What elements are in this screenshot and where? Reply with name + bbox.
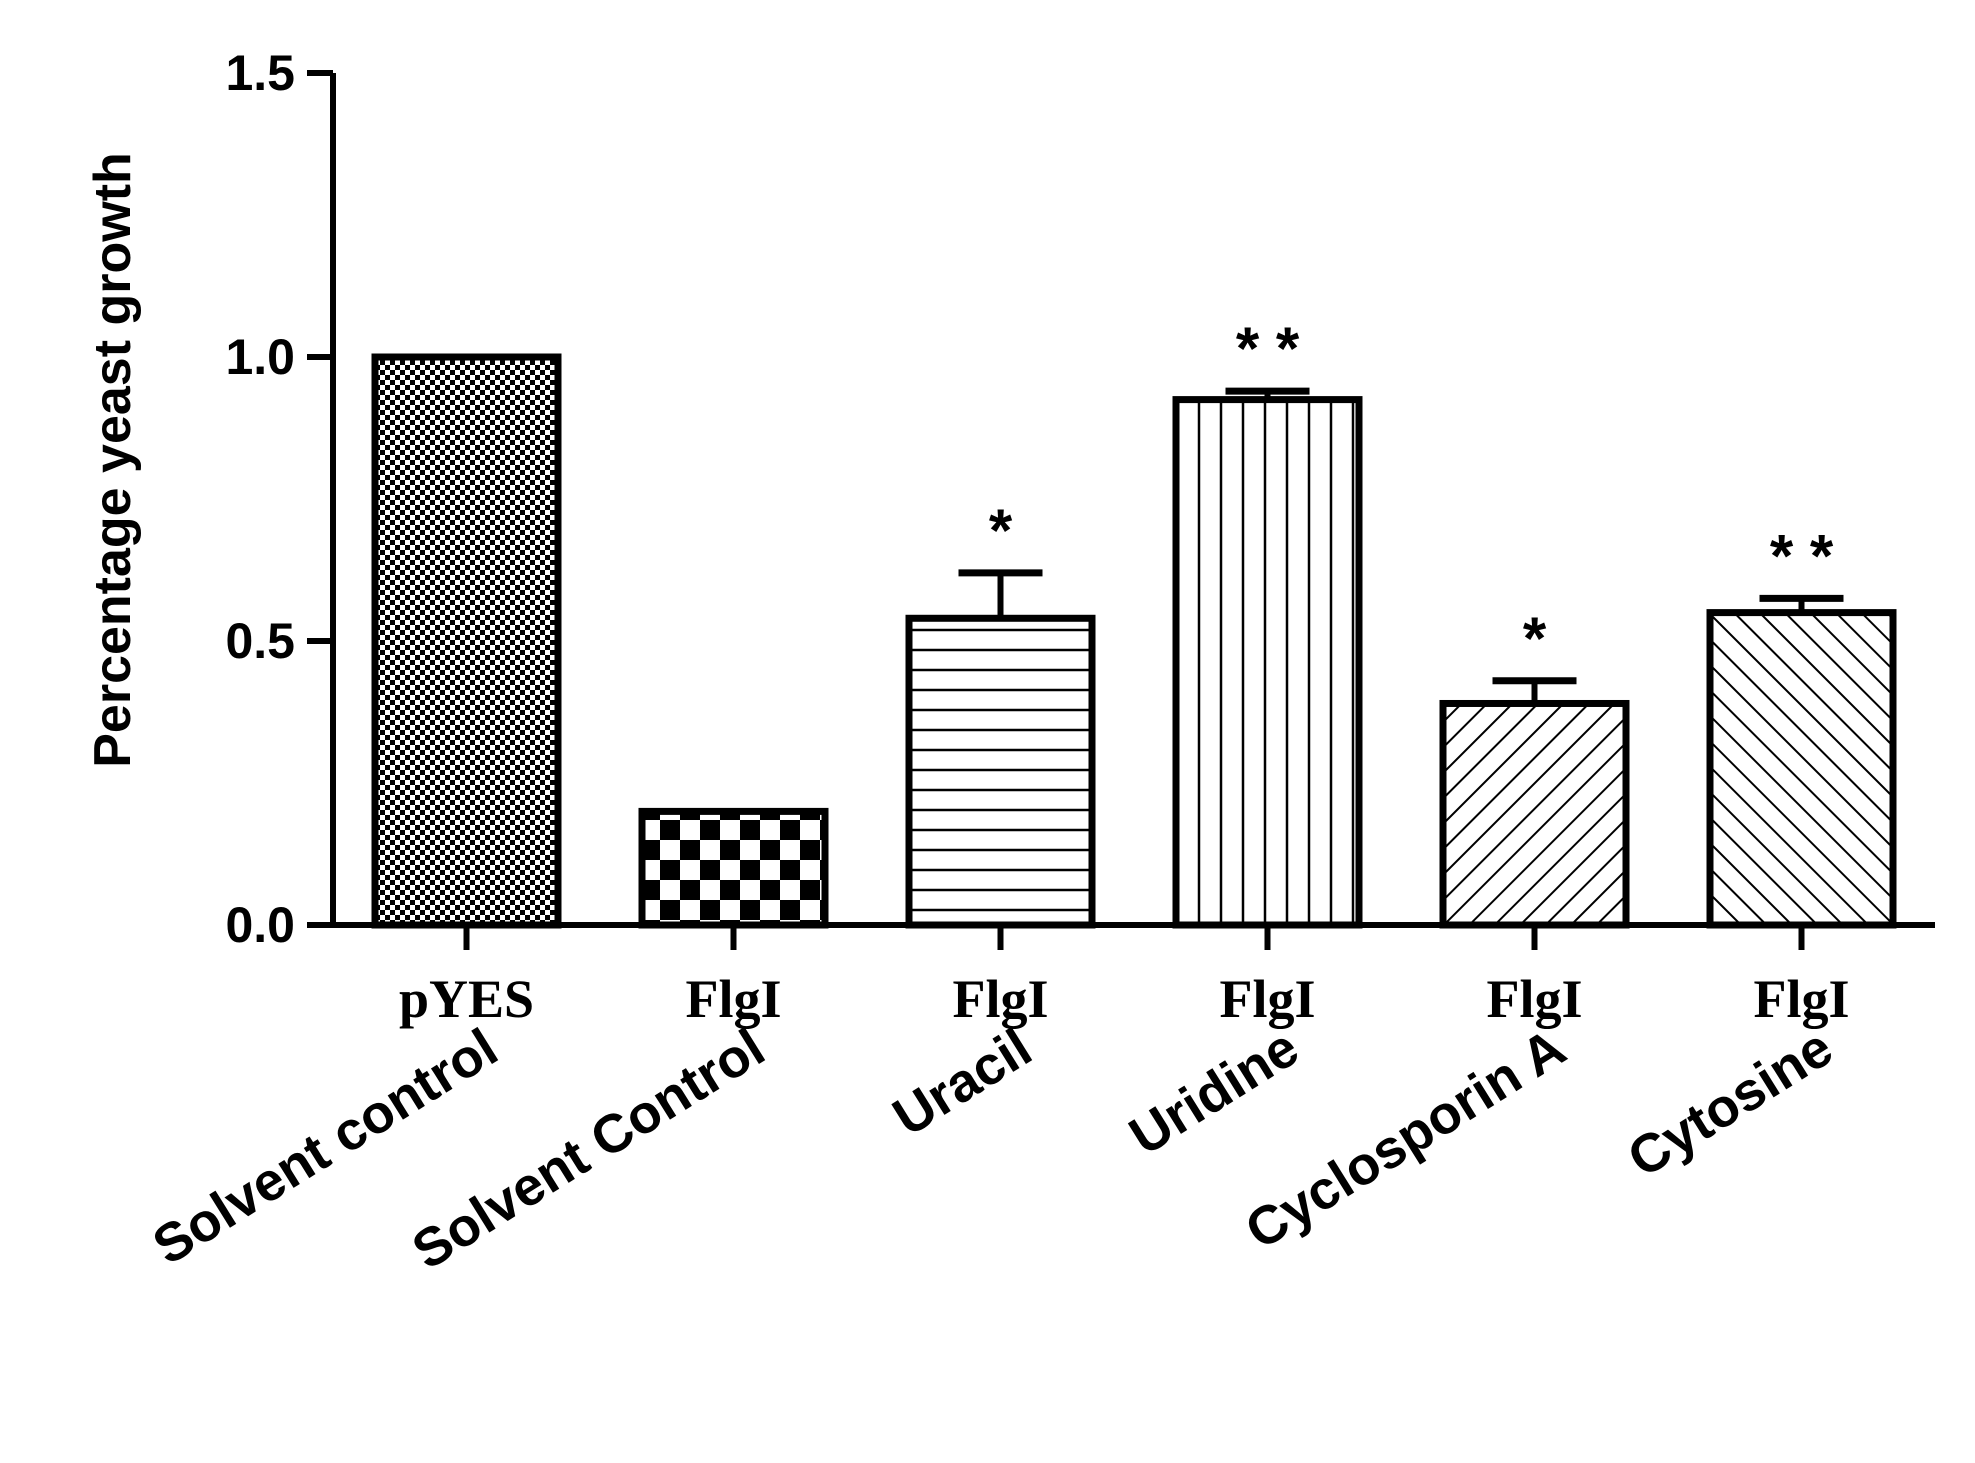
y-axis-label: Percentage yeast growth (84, 152, 142, 768)
bar (1706, 609, 1897, 929)
bar (1439, 699, 1630, 929)
bar (905, 614, 1096, 929)
y-tick-label: 1.0 (225, 329, 295, 385)
bar (371, 353, 562, 929)
bar (1172, 396, 1363, 929)
x-tick-label-line1: FlgI (1753, 969, 1849, 1029)
y-tick-label: 0.0 (225, 897, 295, 953)
significance-label: * (1523, 605, 1547, 672)
significance-label: * * (1236, 315, 1300, 382)
y-axis: 0.0 0.5 1.0 1.5 (225, 45, 336, 953)
y-tick-label: 0.5 (225, 613, 295, 669)
significance-label: * (989, 497, 1013, 564)
x-tick-label-line2: Cytosine (1618, 1017, 1843, 1189)
significance-label: * * (1770, 522, 1834, 589)
x-tick-label-line1: FlgI (1486, 969, 1582, 1029)
x-tick-label-line2: Uridine (1119, 1017, 1309, 1166)
x-tick-label-line1: FlgI (1219, 969, 1315, 1029)
x-tick-label-line2: Uracil (883, 1017, 1042, 1147)
x-tick-label-line1: pYES (399, 969, 534, 1029)
y-tick-label: 1.5 (225, 45, 295, 101)
x-tick-label-line1: FlgI (952, 969, 1048, 1029)
bars: * * * * * * (371, 315, 1897, 929)
x-tick-label-line1: FlgI (685, 969, 781, 1029)
bar (638, 807, 829, 929)
